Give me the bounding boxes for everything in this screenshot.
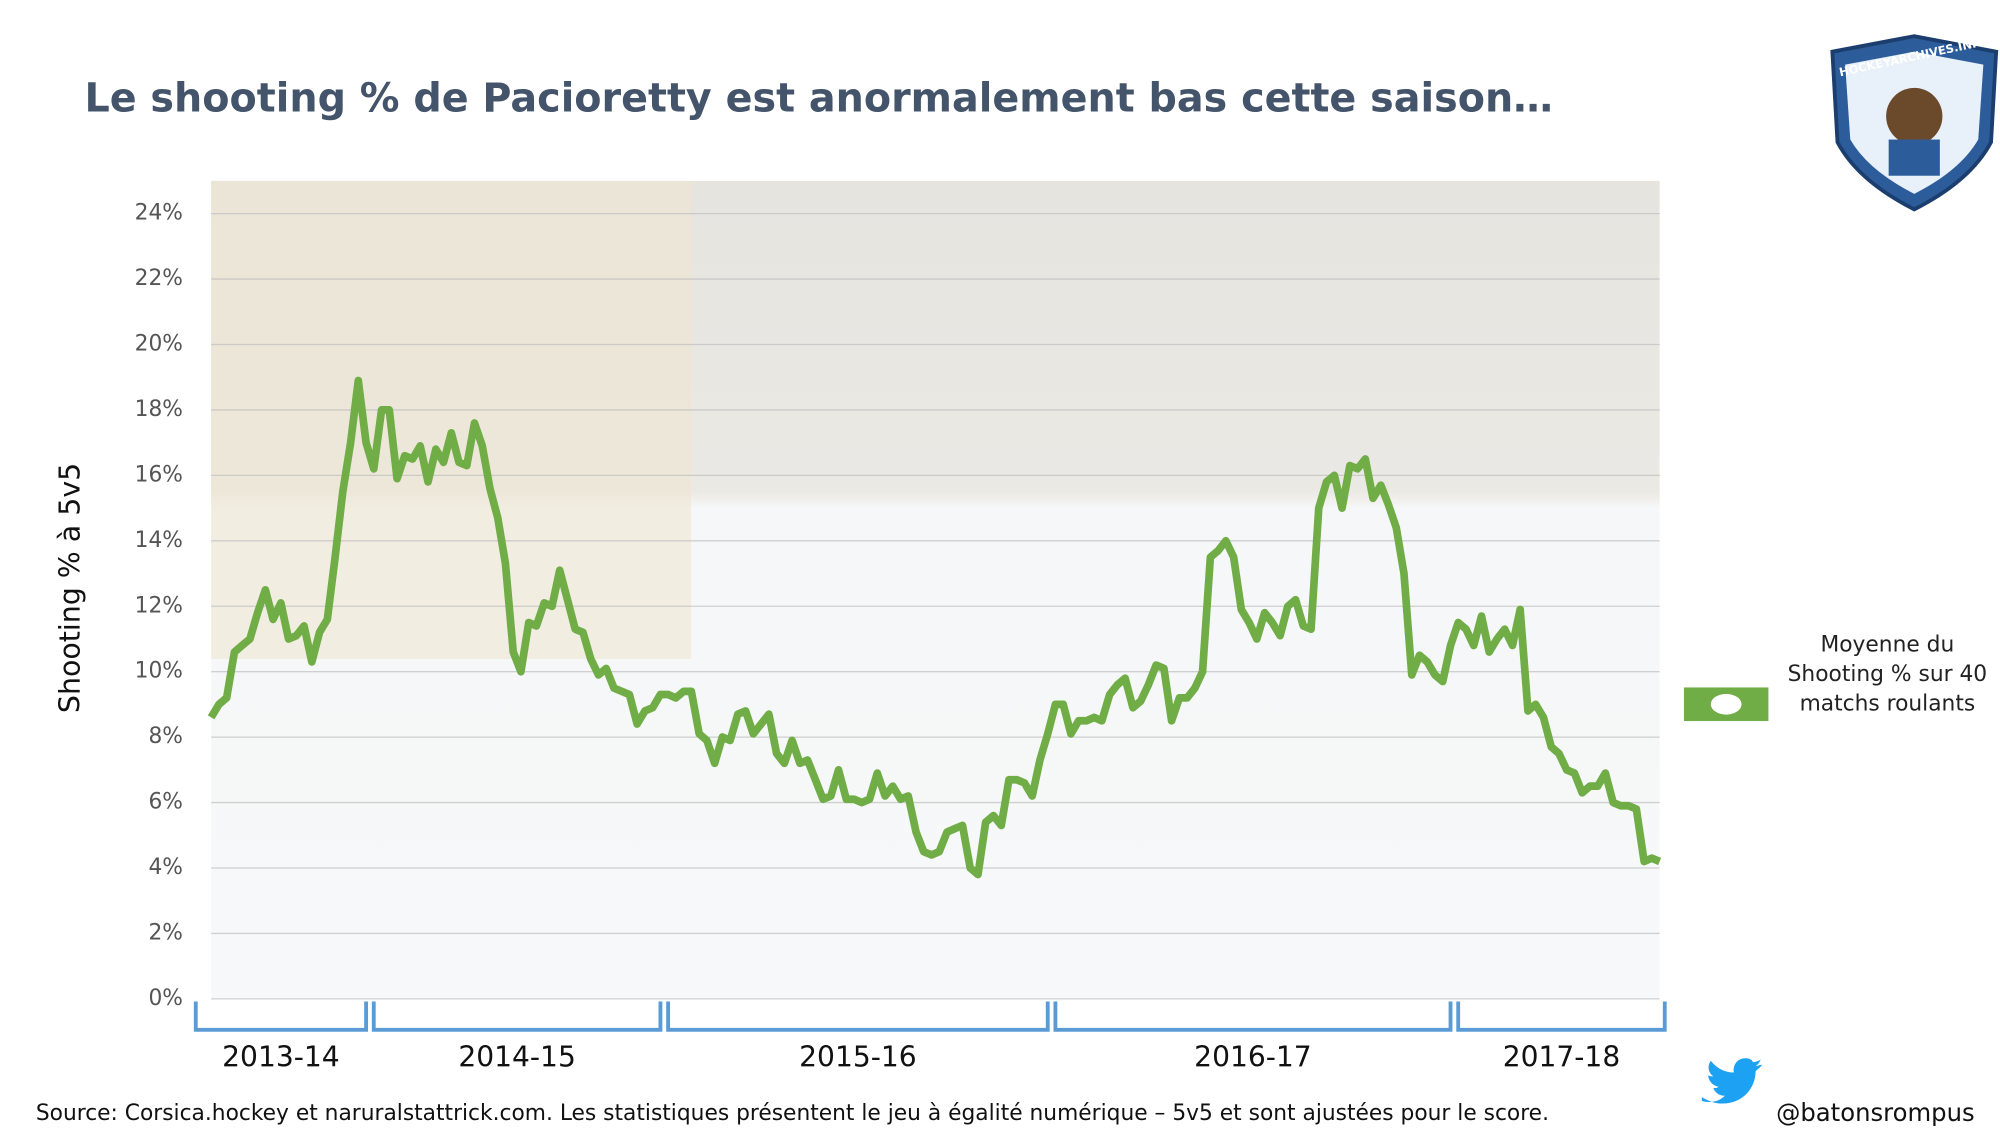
- twitter-icon: [1701, 1058, 1762, 1104]
- season-label: 2017-18: [1503, 1040, 1621, 1073]
- season-bracket: [1053, 1001, 1453, 1032]
- logo-face: [1886, 87, 1943, 145]
- y-tick-label: 16%: [135, 462, 183, 487]
- season-bracket: [1456, 1001, 1667, 1032]
- season-bracket: [193, 1001, 369, 1032]
- season-bracket: [371, 1001, 663, 1032]
- data-line: [207, 376, 1662, 879]
- source-note: Source: Corsica.hockey et naruralstattri…: [36, 1101, 1549, 1126]
- season-label: 2014-15: [458, 1040, 576, 1073]
- y-tick-label: 12%: [135, 593, 183, 618]
- background-photo-board: [211, 180, 691, 660]
- season-label: 2016-17: [1194, 1040, 1312, 1073]
- y-tick-label: 14%: [135, 528, 183, 553]
- y-tick-label: 4%: [148, 855, 183, 880]
- legend-label: Moyenne du Shooting % sur 40 matchs roul…: [1787, 631, 1988, 718]
- legend-swatch-dot: [1710, 693, 1742, 715]
- y-tick-label: 6%: [148, 789, 183, 814]
- y-tick-label: 0%: [148, 986, 183, 1011]
- y-tick-label: 22%: [135, 266, 183, 291]
- y-axis-label: Shooting % à 5v5: [54, 463, 87, 713]
- season-label: 2013-14: [222, 1040, 340, 1073]
- season-bracket: [666, 1001, 1050, 1032]
- y-tick-label: 24%: [135, 201, 183, 226]
- y-tick-label: 18%: [135, 397, 183, 422]
- twitter-handle: @batonsrompus: [1776, 1098, 1975, 1127]
- season-label: 2015-16: [799, 1040, 917, 1073]
- y-tick-label: 20%: [135, 331, 183, 356]
- chart-title: Le shooting % de Pacioretty est anormale…: [84, 75, 1552, 121]
- logo: HOCKEYARCHIVES.INFO: [1830, 33, 1999, 212]
- y-tick-label: 2%: [148, 920, 183, 945]
- y-tick-label: 10%: [135, 659, 183, 684]
- legend-box: Moyenne du Shooting % sur 40 matchs roul…: [1787, 631, 1988, 718]
- logo-body: [1888, 139, 1940, 176]
- y-tick-label: 8%: [148, 724, 183, 749]
